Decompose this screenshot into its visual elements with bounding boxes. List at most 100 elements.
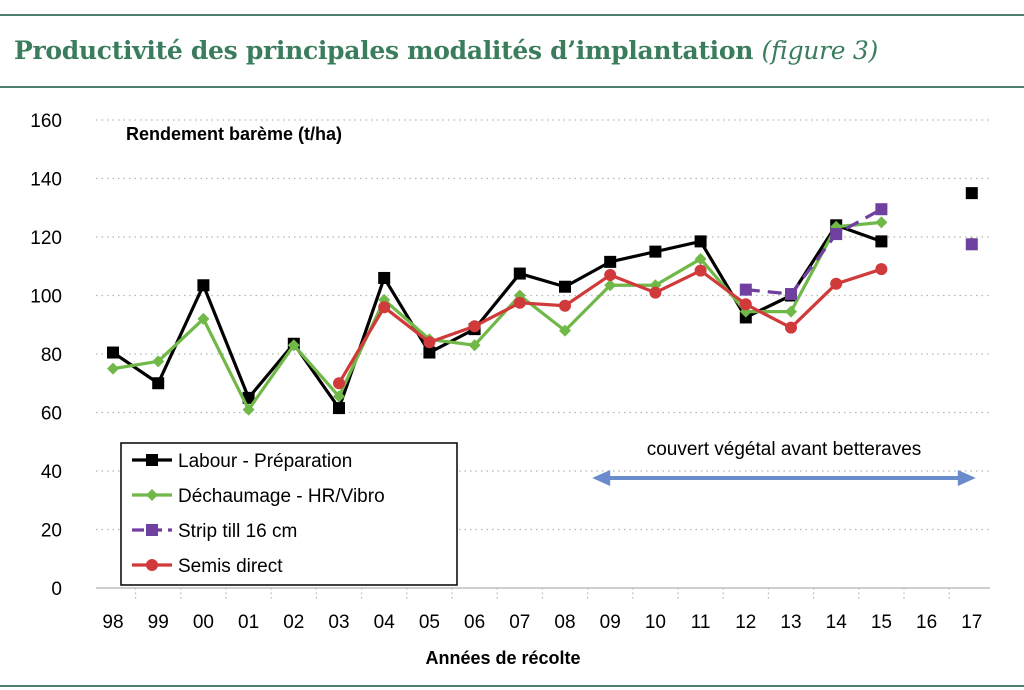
x-tick-label: 12 (735, 612, 756, 633)
data-point-diamond (468, 339, 481, 352)
data-point-circle (785, 321, 797, 334)
x-tick-label: 15 (871, 612, 892, 633)
x-tick-label: 16 (916, 612, 937, 633)
data-point-circle (333, 377, 345, 390)
x-tick-label: 02 (283, 612, 304, 633)
x-tick-label: 00 (193, 612, 214, 633)
x-tick-label: 17 (961, 612, 982, 633)
data-point-square (875, 203, 888, 216)
data-point-square (604, 255, 617, 268)
legend-label: Strip till 16 cm (178, 521, 297, 542)
data-point-square (378, 271, 391, 284)
data-point-diamond (694, 252, 707, 265)
data-point-circle (378, 301, 391, 314)
data-point-square (694, 235, 707, 248)
data-point-diamond (152, 355, 165, 368)
data-point-square (197, 279, 210, 292)
data-point-circle (513, 296, 526, 309)
data-point-square (152, 377, 165, 390)
series-line (112, 223, 882, 410)
grid-lines (96, 119, 990, 600)
legend-label: Semis direct (178, 556, 283, 577)
data-point-diamond (333, 390, 345, 403)
figure-reference: (figure 3) (761, 36, 879, 65)
series-3 (333, 263, 888, 390)
x-tick-label: 01 (238, 612, 259, 633)
x-axis-ticks: 98 99 00 01 02 03 04 05 06 07 08 09 10 11 12 13 14 15 16 17 (102, 612, 982, 633)
legend-label: Déchaumage - HR/Vibro (178, 486, 385, 507)
legend-box (120, 442, 458, 586)
data-point-square (559, 280, 571, 293)
y-tick-label: 20 (41, 521, 62, 542)
data-point-circle (739, 298, 752, 311)
data-point-circle (649, 286, 662, 299)
data-point-circle (875, 263, 888, 276)
data-point-circle (423, 336, 436, 349)
legend-swatch-marker (146, 524, 158, 536)
y-tick-label: 60 (41, 404, 62, 425)
series-layer (107, 187, 978, 416)
x-tick-label: 14 (826, 612, 848, 633)
y-tick-label: 140 (30, 170, 62, 191)
data-point-diamond (107, 362, 119, 375)
data-point-square (785, 288, 797, 301)
data-point-circle (830, 277, 843, 290)
x-tick-label: 11 (691, 612, 711, 633)
data-point-square (830, 228, 843, 241)
data-point-diamond (604, 279, 617, 292)
data-point-square (875, 235, 888, 248)
data-point-square (107, 346, 119, 359)
legend-swatch-marker (146, 489, 158, 501)
x-tick-label: 06 (464, 612, 485, 633)
data-point-circle (604, 269, 617, 282)
y-tick-label: 160 (30, 111, 62, 132)
data-point-square (965, 238, 978, 251)
x-axis-label: Années de récolte (425, 648, 580, 668)
x-tick-label: 04 (374, 612, 396, 633)
x-tick-label: 08 (554, 612, 575, 633)
data-point-circle (694, 264, 707, 277)
data-point-diamond (559, 324, 571, 337)
data-point-square (513, 267, 526, 280)
y-tick-label: 80 (41, 345, 62, 366)
series-0 (107, 187, 978, 415)
annotation-arrowhead-right (957, 470, 976, 486)
x-tick-label: 99 (148, 612, 169, 633)
series-1 (107, 216, 978, 416)
data-point-square (965, 187, 978, 200)
page-title: Productivité des principales modalités d… (14, 36, 878, 65)
y-tick-label: 120 (30, 228, 62, 249)
data-point-square (739, 283, 752, 296)
legend-label: Labour - Préparation (178, 451, 352, 472)
data-point-circle (468, 320, 481, 333)
y-tick-label: 0 (51, 579, 62, 600)
data-point-diamond (785, 305, 797, 318)
annotation-label: couvert végétal avant betteraves (647, 439, 922, 460)
y-axis-ticks: 0 20 40 60 80 100 120 140 160 (30, 111, 62, 600)
data-point-square (649, 245, 662, 258)
x-tick-label: 13 (780, 612, 801, 633)
x-tick-label: 05 (419, 612, 440, 633)
data-point-square (423, 346, 436, 359)
x-tick-label: 10 (645, 612, 666, 633)
annotation-arrowhead-left (592, 470, 611, 486)
y-tick-label: 100 (30, 287, 62, 308)
top-rule (0, 14, 1024, 16)
data-point-square (333, 402, 345, 415)
title-underline (0, 86, 1024, 88)
series-line (745, 207, 883, 296)
legend-swatch-marker (146, 454, 158, 466)
cover-crop-annotation: couvert végétal avant betteraves (592, 439, 976, 486)
title-text: Productivité des principales modalités d… (14, 36, 754, 65)
y-axis-label: Rendement barème (t/ha) (126, 124, 342, 144)
x-tick-label: 09 (600, 612, 621, 633)
x-tick-label: 98 (102, 612, 123, 633)
y-tick-label: 40 (41, 462, 62, 483)
legend: Labour - Préparation Déchaumage - HR/Vibr… (120, 442, 458, 586)
bottom-rule (0, 685, 1024, 687)
data-point-diamond (242, 403, 255, 416)
x-tick-label: 03 (328, 612, 349, 633)
data-point-circle (559, 299, 571, 312)
series-line (112, 220, 882, 412)
